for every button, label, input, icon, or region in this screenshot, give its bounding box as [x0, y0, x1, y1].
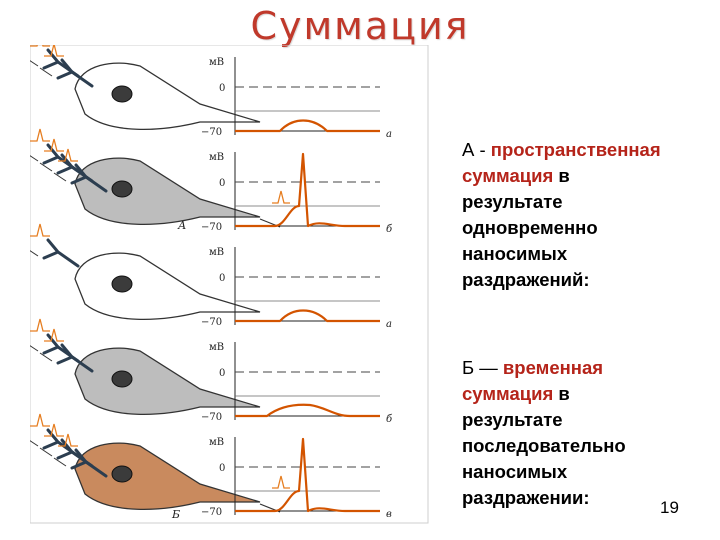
stimulus-arrow — [39, 162, 53, 172]
stimulus-spike — [30, 45, 50, 47]
temporal-line-6: раздражении: — [462, 487, 590, 508]
neuron-nucleus — [111, 85, 133, 103]
spatial-line-2: суммация в — [462, 163, 720, 189]
stimulus-arrow — [53, 457, 67, 467]
panel-letter: б — [386, 414, 393, 425]
axis-unit-label: мВ — [209, 152, 224, 163]
stimulus-spike — [58, 433, 78, 447]
spatial-line-5: наносимых — [462, 243, 568, 264]
stimulus-arrow — [53, 172, 67, 182]
presynaptic-fiber — [70, 163, 108, 193]
spatial-line-3: результате — [462, 191, 563, 212]
stimulus-spike — [44, 138, 64, 152]
temporal-term-2: суммация — [462, 383, 554, 404]
temporal-conj: в — [553, 383, 570, 404]
stimulus-spike — [30, 223, 50, 237]
temporal-heading-line: Б — временная — [462, 355, 720, 381]
page-number: 19 — [660, 498, 679, 517]
axis-unit-label: мВ — [209, 247, 224, 258]
neuron-body — [74, 62, 261, 130]
spatial-line-6: раздражений: — [462, 269, 590, 290]
stimulus-arrow — [30, 60, 39, 67]
spatial-line-4: одновременно — [462, 217, 598, 238]
spatial-term: пространственная — [490, 139, 661, 160]
tick-rest-label: −70 — [201, 222, 222, 233]
stimulus-spike — [44, 328, 64, 342]
tick-zero-label: 0 — [219, 463, 225, 474]
text-block-spatial: А - пространственная суммация в результа… — [462, 137, 720, 293]
tick-rest-label: −70 — [201, 317, 222, 328]
potential-trace — [235, 309, 380, 323]
axis-unit-label: мВ — [209, 342, 224, 353]
potential-trace — [235, 437, 380, 513]
presynaptic-fiber — [56, 343, 94, 373]
stimulus-arrow — [39, 67, 53, 77]
spatial-lead: А - — [462, 139, 491, 160]
stimulus-arrow — [30, 345, 39, 352]
stimulus-arrow — [30, 250, 39, 257]
potential-trace — [235, 403, 380, 418]
temporal-line-4: последовательно — [462, 435, 626, 456]
presynaptic-fiber — [56, 58, 94, 88]
temporal-line-2: суммация в — [462, 381, 720, 407]
panel-letter: в — [386, 509, 392, 520]
summation-figure: мВ 0 −70 а мВ 0 −70 б мВ 0 −70 а мВ 0 −70 б мВ 0 −70 в А Б — [30, 45, 429, 524]
stimulus-arrow — [30, 155, 39, 162]
neuron-body — [74, 347, 261, 415]
neuron-body — [74, 157, 261, 225]
group-label-b: Б — [171, 508, 180, 521]
temporal-line-5: наносимых — [462, 461, 568, 482]
tick-rest-label: −70 — [201, 507, 222, 518]
stimulus-arrow — [39, 352, 53, 362]
tick-zero-label: 0 — [219, 178, 225, 189]
spatial-term-2: суммация — [462, 165, 554, 186]
spatial-heading-line: А - пространственная — [462, 137, 720, 163]
neuron-nucleus — [111, 370, 133, 388]
neuron-nucleus — [111, 275, 133, 293]
panel-letter: а — [386, 129, 392, 140]
output-spike — [272, 190, 290, 204]
tick-rest-label: −70 — [201, 127, 222, 138]
stimulus-spike — [30, 318, 50, 332]
stimulus-arrow — [30, 440, 39, 447]
potential-trace — [235, 119, 380, 133]
spatial-conj: в — [553, 165, 570, 186]
panel-letter: а — [386, 319, 392, 330]
neuron-nucleus — [111, 465, 133, 483]
temporal-term: временная — [502, 357, 604, 378]
potential-trace — [235, 152, 380, 228]
axis-unit-label: мВ — [209, 57, 224, 68]
stimulus-spike — [44, 45, 64, 57]
neuron-body — [74, 442, 261, 510]
text-block-temporal: Б — временная суммация в результате посл… — [462, 355, 720, 511]
tick-rest-label: −70 — [201, 412, 222, 423]
stimulus-spike — [58, 148, 78, 162]
tick-zero-label: 0 — [219, 368, 225, 379]
stimulus-spike — [44, 423, 64, 437]
axis-unit-label: мВ — [209, 437, 224, 448]
tick-zero-label: 0 — [219, 83, 225, 94]
temporal-lead: Б — — [462, 357, 503, 378]
stimulus-arrow — [39, 447, 53, 457]
presynaptic-fiber — [42, 238, 80, 268]
neuron-body — [74, 252, 261, 320]
tick-zero-label: 0 — [219, 273, 225, 284]
panel-letter: б — [386, 224, 393, 235]
output-spike — [272, 475, 290, 489]
slide-title: Суммация — [250, 4, 470, 48]
neuron-nucleus — [111, 180, 133, 198]
figure-frame — [30, 45, 429, 524]
stimulus-spike — [30, 413, 50, 427]
temporal-line-3: результате — [462, 409, 563, 430]
group-label-a: А — [177, 219, 186, 232]
stimulus-spike — [30, 128, 50, 142]
presynaptic-fiber — [70, 448, 108, 478]
